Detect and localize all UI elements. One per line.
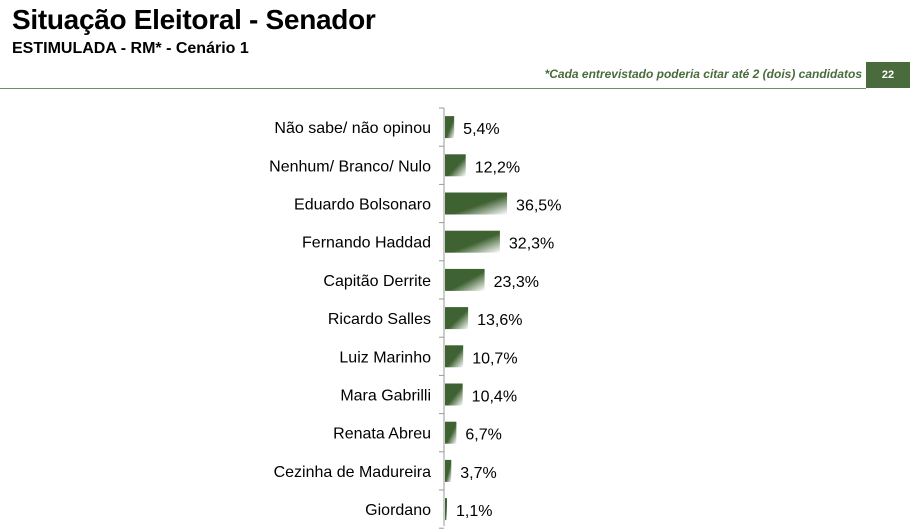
page-title: Situação Eleitoral - Senador [12,4,376,35]
category-label: Fernando Haddad [302,235,431,252]
category-label: Mara Gabrilli [340,388,431,405]
header-divider [0,88,866,89]
data-label: 10,7% [472,350,517,367]
page-number: 22 [881,69,895,81]
data-label: 12,2% [475,159,520,176]
page-subtitle: ESTIMULADA - RM* - Cenário 1 [12,40,249,57]
bar [445,307,469,330]
bar [445,268,485,291]
bar-series [445,116,508,521]
category-label: Giordano [365,502,431,519]
data-label: 3,7% [460,465,496,482]
data-label: 10,4% [472,389,517,406]
data-label: 23,3% [494,274,539,291]
bar [445,421,457,444]
category-labels: Não sabe/ não opinou Nenhum/ Branco/ Nulo… [269,120,431,519]
data-label: 32,3% [509,236,554,253]
category-label: Nenhum/ Branco/ Nulo [269,158,431,175]
data-label: 1,1% [456,503,492,520]
category-label: Luiz Marinho [339,349,431,366]
data-label: 13,6% [477,312,522,329]
footnote-text: *Cada entrevistado poderia citar até 2 (… [544,67,862,81]
bar [445,345,464,368]
bar [445,116,455,139]
category-label: Eduardo Bolsonaro [294,197,431,214]
bar [445,383,463,406]
bar [445,154,466,177]
category-label: Ricardo Salles [328,311,431,328]
bar [445,230,500,253]
category-label: Renata Abreu [333,426,431,443]
bar [445,192,508,215]
bar [445,459,452,482]
category-label: Cezinha de Madureira [274,464,432,481]
data-label: 5,4% [463,121,499,138]
bar [445,498,447,521]
page-number-badge: 22 [866,62,910,88]
data-label: 6,7% [465,427,501,444]
data-label: 36,5% [516,198,561,215]
value-labels: 5,4% 12,2% 36,5% 32,3% 23,3% 13,6% 10,7% 10,4% 6… [456,121,561,520]
category-label: Capitão Derrite [323,273,431,290]
category-label: Não sabe/ não opinou [274,120,431,137]
y-axis-ticks [439,107,444,529]
